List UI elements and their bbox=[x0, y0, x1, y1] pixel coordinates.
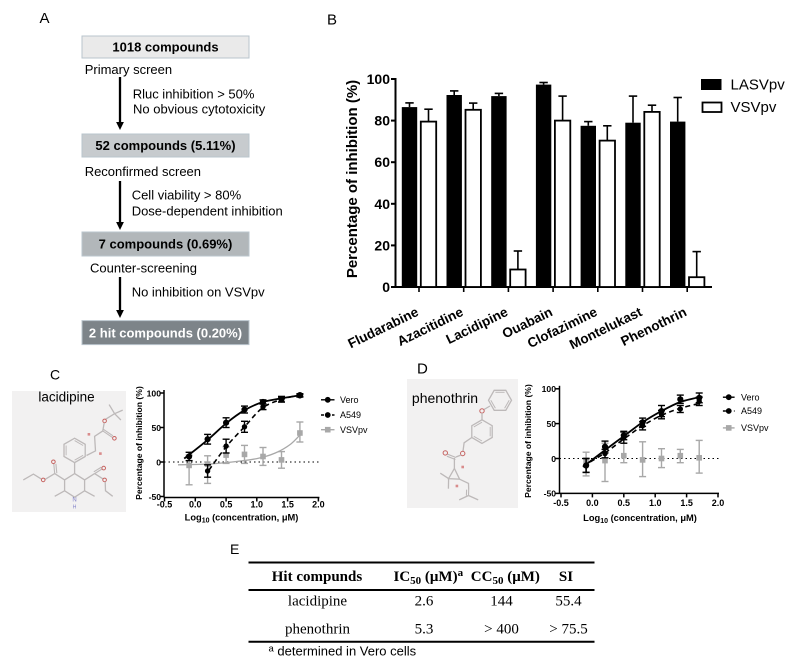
svg-text:7 compounds (0.69%): 7 compounds (0.69%) bbox=[99, 237, 233, 252]
svg-text:100: 100 bbox=[367, 71, 391, 87]
svg-text:0.5: 0.5 bbox=[618, 498, 631, 508]
svg-text:No inhibition on VSVpv: No inhibition on VSVpv bbox=[132, 285, 265, 300]
svg-text:VSVpv: VSVpv bbox=[731, 99, 777, 116]
svg-text:0.0: 0.0 bbox=[586, 498, 599, 508]
svg-text:0: 0 bbox=[382, 279, 390, 295]
svg-text:Percentage of inhibition (%): Percentage of inhibition (%) bbox=[523, 384, 533, 498]
svg-text:-0.5: -0.5 bbox=[553, 498, 569, 508]
svg-text:IC50 (μM)a: IC50 (μM)a bbox=[394, 567, 464, 587]
svg-text:VSVpv: VSVpv bbox=[340, 425, 368, 435]
svg-text:phenothrin: phenothrin bbox=[285, 622, 350, 638]
svg-text:50: 50 bbox=[546, 419, 556, 429]
svg-text:1.0: 1.0 bbox=[251, 500, 264, 510]
svg-text:40: 40 bbox=[374, 196, 390, 212]
svg-text:E: E bbox=[230, 541, 239, 557]
svg-text:2.6: 2.6 bbox=[415, 594, 434, 610]
svg-text:LASVpv: LASVpv bbox=[731, 77, 786, 94]
svg-text:-50: -50 bbox=[544, 489, 557, 499]
svg-text:D: D bbox=[417, 361, 428, 378]
svg-text:Percentage of inhibition (%): Percentage of inhibition (%) bbox=[134, 386, 144, 500]
svg-text:C: C bbox=[50, 367, 60, 383]
svg-text:Log10 (concentration, μM): Log10 (concentration, μM) bbox=[583, 513, 697, 525]
svg-text:0.5: 0.5 bbox=[220, 500, 233, 510]
svg-text:phenothrin: phenothrin bbox=[412, 390, 478, 406]
svg-text:Cell viability > 80%: Cell viability > 80% bbox=[132, 188, 242, 203]
svg-text:2 hit compounds (0.20%): 2 hit compounds (0.20%) bbox=[89, 325, 242, 340]
svg-text:> 400: > 400 bbox=[484, 622, 519, 638]
svg-text:50: 50 bbox=[151, 423, 161, 433]
svg-text:2.0: 2.0 bbox=[712, 498, 725, 508]
svg-text:Reconfirmed screen: Reconfirmed screen bbox=[85, 164, 201, 179]
svg-text:lacidipine: lacidipine bbox=[288, 594, 347, 610]
svg-text:Vero: Vero bbox=[741, 392, 760, 402]
svg-text:60: 60 bbox=[374, 154, 390, 170]
svg-text:SI: SI bbox=[559, 569, 573, 585]
svg-text:> 75.5: > 75.5 bbox=[549, 622, 587, 638]
svg-text:Log10 (concentration, μM): Log10 (concentration, μM) bbox=[185, 513, 299, 525]
svg-text:-50: -50 bbox=[149, 492, 162, 502]
svg-text:CC50 (μM): CC50 (μM) bbox=[471, 569, 540, 587]
svg-text:55.4: 55.4 bbox=[555, 594, 582, 610]
svg-text:1.5: 1.5 bbox=[281, 500, 294, 510]
svg-text:Hit compunds: Hit compunds bbox=[272, 569, 363, 585]
svg-text:100: 100 bbox=[147, 388, 162, 398]
svg-text:80: 80 bbox=[374, 113, 390, 129]
svg-text:0: 0 bbox=[551, 454, 556, 464]
svg-text:Vero: Vero bbox=[340, 395, 359, 405]
svg-text:Counter-screening: Counter-screening bbox=[90, 261, 197, 276]
svg-text:2.0: 2.0 bbox=[312, 500, 325, 510]
svg-text:Primary screen: Primary screen bbox=[85, 62, 172, 77]
svg-text:lacidipine: lacidipine bbox=[38, 390, 94, 405]
svg-text:100: 100 bbox=[542, 384, 557, 394]
svg-text:H: H bbox=[73, 505, 77, 511]
svg-text:A549: A549 bbox=[741, 406, 762, 416]
svg-text:1018 compounds: 1018 compounds bbox=[112, 40, 218, 55]
svg-text:144: 144 bbox=[490, 594, 513, 610]
svg-text:-0.5: -0.5 bbox=[157, 500, 173, 510]
svg-text:1.5: 1.5 bbox=[680, 498, 693, 508]
svg-text:A549: A549 bbox=[340, 410, 361, 420]
svg-text:1.0: 1.0 bbox=[649, 498, 662, 508]
svg-text:0.0: 0.0 bbox=[189, 500, 202, 510]
svg-text:B: B bbox=[327, 12, 337, 29]
svg-text:N: N bbox=[72, 498, 76, 504]
svg-text:A: A bbox=[40, 10, 50, 27]
svg-text:20: 20 bbox=[374, 237, 390, 253]
svg-text:a determined in Vero cells: a determined in Vero cells bbox=[269, 644, 417, 659]
svg-text:Percentage of inhibition (%): Percentage of inhibition (%) bbox=[344, 80, 361, 278]
svg-text:Rluc inhibition > 50%: Rluc inhibition > 50% bbox=[133, 87, 255, 102]
svg-text:Dose-dependent inhibition: Dose-dependent inhibition bbox=[132, 204, 283, 219]
svg-text:0: 0 bbox=[156, 457, 161, 467]
svg-text:VSVpv: VSVpv bbox=[741, 423, 769, 433]
svg-text:5.3: 5.3 bbox=[415, 622, 434, 638]
svg-text:No obvious cytotoxicity: No obvious cytotoxicity bbox=[133, 102, 266, 117]
svg-text:52 compounds (5.11%): 52 compounds (5.11%) bbox=[95, 138, 235, 153]
